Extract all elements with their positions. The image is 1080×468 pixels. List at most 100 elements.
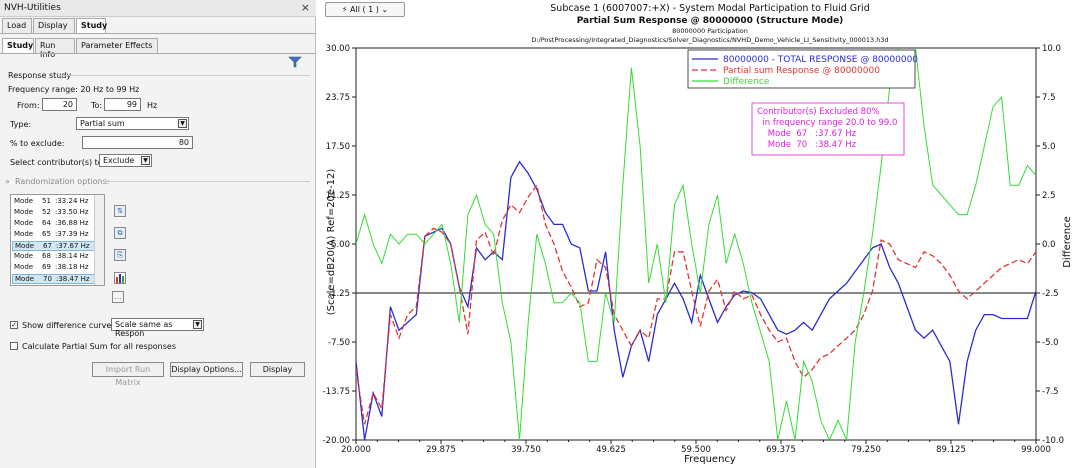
mode-num: 65	[42, 230, 51, 238]
series-line-total[interactable]	[356, 160, 1036, 440]
y2-tick-label: 7.5	[1042, 93, 1056, 103]
x-tick-label: 59.500	[681, 445, 711, 455]
type-select-value: Partial sum	[80, 119, 125, 128]
paste-icon[interactable]: ⎘	[114, 249, 126, 261]
mode-list-item[interactable]: Mode 68 :38.14 Hz	[12, 252, 95, 262]
y-tick-label: -13.75	[323, 387, 350, 397]
type-select[interactable]: Partial sum ▼	[76, 117, 189, 130]
mode-num: 68	[42, 252, 51, 260]
annotation-line: in frequency range 20.0 to 99.0	[757, 118, 897, 128]
y-tick-label: 17.50	[326, 142, 350, 152]
annotation-line: Mode 70 :38.47 Hz	[757, 140, 857, 150]
y-tick-label: 5.00	[331, 240, 350, 250]
legend-label-total: 80000000 - TOTAL RESPONSE @ 80000000	[723, 55, 918, 65]
mode-list-item[interactable]: Mode 65:37.39 Hz	[12, 230, 95, 240]
mode-list-item[interactable]: Mode 51:33.24 Hz	[12, 197, 95, 207]
to-label: To:	[91, 101, 103, 110]
mode-list[interactable]: Mode 51:33.24 Hz Mode 52:33.50 Hz Mode 64:36.…	[10, 194, 105, 286]
y-tick-label: 30.00	[326, 44, 350, 54]
type-label: Type:	[10, 120, 32, 129]
mode-freq: :38.18 Hz	[55, 263, 89, 271]
mode-list-item[interactable]: Mode 52:33.50 Hz	[12, 208, 95, 218]
section-divider	[100, 181, 310, 182]
chart-subtitle: Partial Sum Response @ 80000000 (Structu…	[577, 16, 844, 26]
exclude-input[interactable]: 80	[82, 136, 193, 149]
subtab-parameter-effects[interactable]: Parameter Effects	[76, 38, 158, 53]
legend-box	[687, 49, 916, 89]
plot-area: 20.000 29.875 39.750 49.625 59.500 69.375 79.2…	[323, 9, 1064, 455]
response-chart[interactable]: Subcase 1 (6007007:+X) - System Modal Pa…	[318, 0, 1080, 468]
mode-freq: :37.39 Hz	[55, 230, 89, 238]
select-all-icon[interactable]: ⇅	[114, 205, 126, 217]
hz-label: Hz	[147, 101, 158, 110]
mode-freq: :38.14 Hz	[55, 252, 89, 260]
nvh-utilities-panel: NVH-Utilities × Load Display Study Study…	[0, 0, 316, 468]
mode-num: 52	[42, 208, 51, 216]
contributor-action-value: Exclude	[103, 156, 135, 165]
y-tick-label: -7.50	[328, 338, 350, 348]
mode-num: 69	[42, 263, 51, 271]
chart-participation-label: 80000000 Participation	[672, 27, 748, 35]
display-button[interactable]: Display	[250, 362, 305, 377]
chart-file-path: D:/PostProcessing/Integrated_Diagnostics…	[531, 36, 888, 44]
series-line-partial[interactable]	[356, 183, 1036, 425]
mode-list-scrollbar[interactable]	[94, 195, 104, 285]
from-label: From:	[17, 101, 40, 110]
series-line-diff[interactable]	[356, 9, 1036, 440]
mode-label: Mode	[14, 219, 34, 227]
y2-tick-label: -10.0	[1042, 436, 1064, 446]
mode-list-item[interactable]: Mode 64:36.88 Hz	[12, 219, 95, 229]
plot-frame	[355, 47, 1037, 441]
more-button[interactable]: …	[112, 291, 124, 303]
section-divider	[60, 75, 310, 76]
x-tick-label: 20.000	[341, 445, 371, 455]
tab-study[interactable]: Study	[76, 18, 107, 33]
copy-icon[interactable]: ⧉	[114, 227, 126, 239]
mode-label: Mode	[15, 275, 35, 283]
from-input[interactable]: 20	[42, 98, 77, 111]
mode-num: 67	[43, 242, 52, 250]
filter-icon[interactable]	[288, 56, 302, 68]
show-difference-checkbox[interactable]: ✓	[10, 321, 18, 329]
mode-list-item[interactable]: Mode 70:38.47 Hz	[12, 274, 95, 284]
x-tick-label: 39.750	[511, 445, 541, 455]
difference-scale-value: Scale same as Respon	[115, 320, 173, 338]
show-difference-label: Show difference curve as:	[22, 321, 126, 330]
y-tick-label: -20.00	[323, 436, 350, 446]
y2-tick-label: 0.0	[1042, 240, 1056, 250]
panel-title-bar: NVH-Utilities ×	[0, 0, 316, 17]
randomization-options-label[interactable]: » Randomization options:	[5, 177, 110, 186]
to-input[interactable]: 99	[104, 98, 141, 111]
select-contributors-label: Select contributor(s) to:	[10, 158, 106, 167]
y-axis-label: (Scale=dB20(A) Ref=20e-12)	[326, 169, 337, 316]
y2-tick-label: 2.5	[1042, 191, 1056, 201]
annotation-box	[751, 102, 905, 156]
bar-chart-icon[interactable]	[114, 272, 126, 284]
display-options-button[interactable]: Display Options...	[170, 362, 243, 377]
contributor-action-select[interactable]: Exclude ▼	[99, 154, 152, 167]
x-tick-label: 29.875	[426, 445, 456, 455]
mode-list-item[interactable]: Mode 69:38.18 Hz	[12, 263, 95, 273]
y2-tick-label: 10.0	[1042, 44, 1061, 54]
page-filter-button[interactable]: ⚡ All ( 1 ) ⌄	[325, 2, 405, 17]
y2-tick-label: -7.5	[1042, 387, 1059, 397]
tab-display[interactable]: Display	[33, 18, 75, 33]
import-run-matrix-button[interactable]: Import Run Matrix	[92, 362, 164, 387]
y2-tick-label: -5.0	[1042, 338, 1059, 348]
mode-list-item[interactable]: Mode 67:37.67 Hz	[12, 241, 95, 251]
difference-scale-select[interactable]: Scale same as Respon ▼	[111, 318, 204, 338]
y-tick-label: -1.25	[328, 289, 350, 299]
tab-load[interactable]: Load	[2, 18, 32, 33]
exclude-label: % to exclude:	[10, 139, 65, 148]
annotation-line: Mode 67 :37.67 Hz	[757, 129, 857, 139]
mode-label: Mode	[14, 252, 34, 260]
mode-freq: :38.47 Hz	[56, 275, 90, 283]
tab-divider	[0, 33, 316, 34]
subtab-run-info[interactable]: Run Info	[35, 38, 75, 59]
close-icon[interactable]: ×	[300, 1, 310, 14]
y2-tick-label: 5.0	[1042, 142, 1056, 152]
calculate-partial-checkbox[interactable]	[10, 342, 18, 350]
subtab-study[interactable]: Study	[2, 38, 34, 53]
page-filter-label: All ( 1 ) ⌄	[350, 5, 389, 14]
x-tick-label: 79.250	[851, 445, 881, 455]
